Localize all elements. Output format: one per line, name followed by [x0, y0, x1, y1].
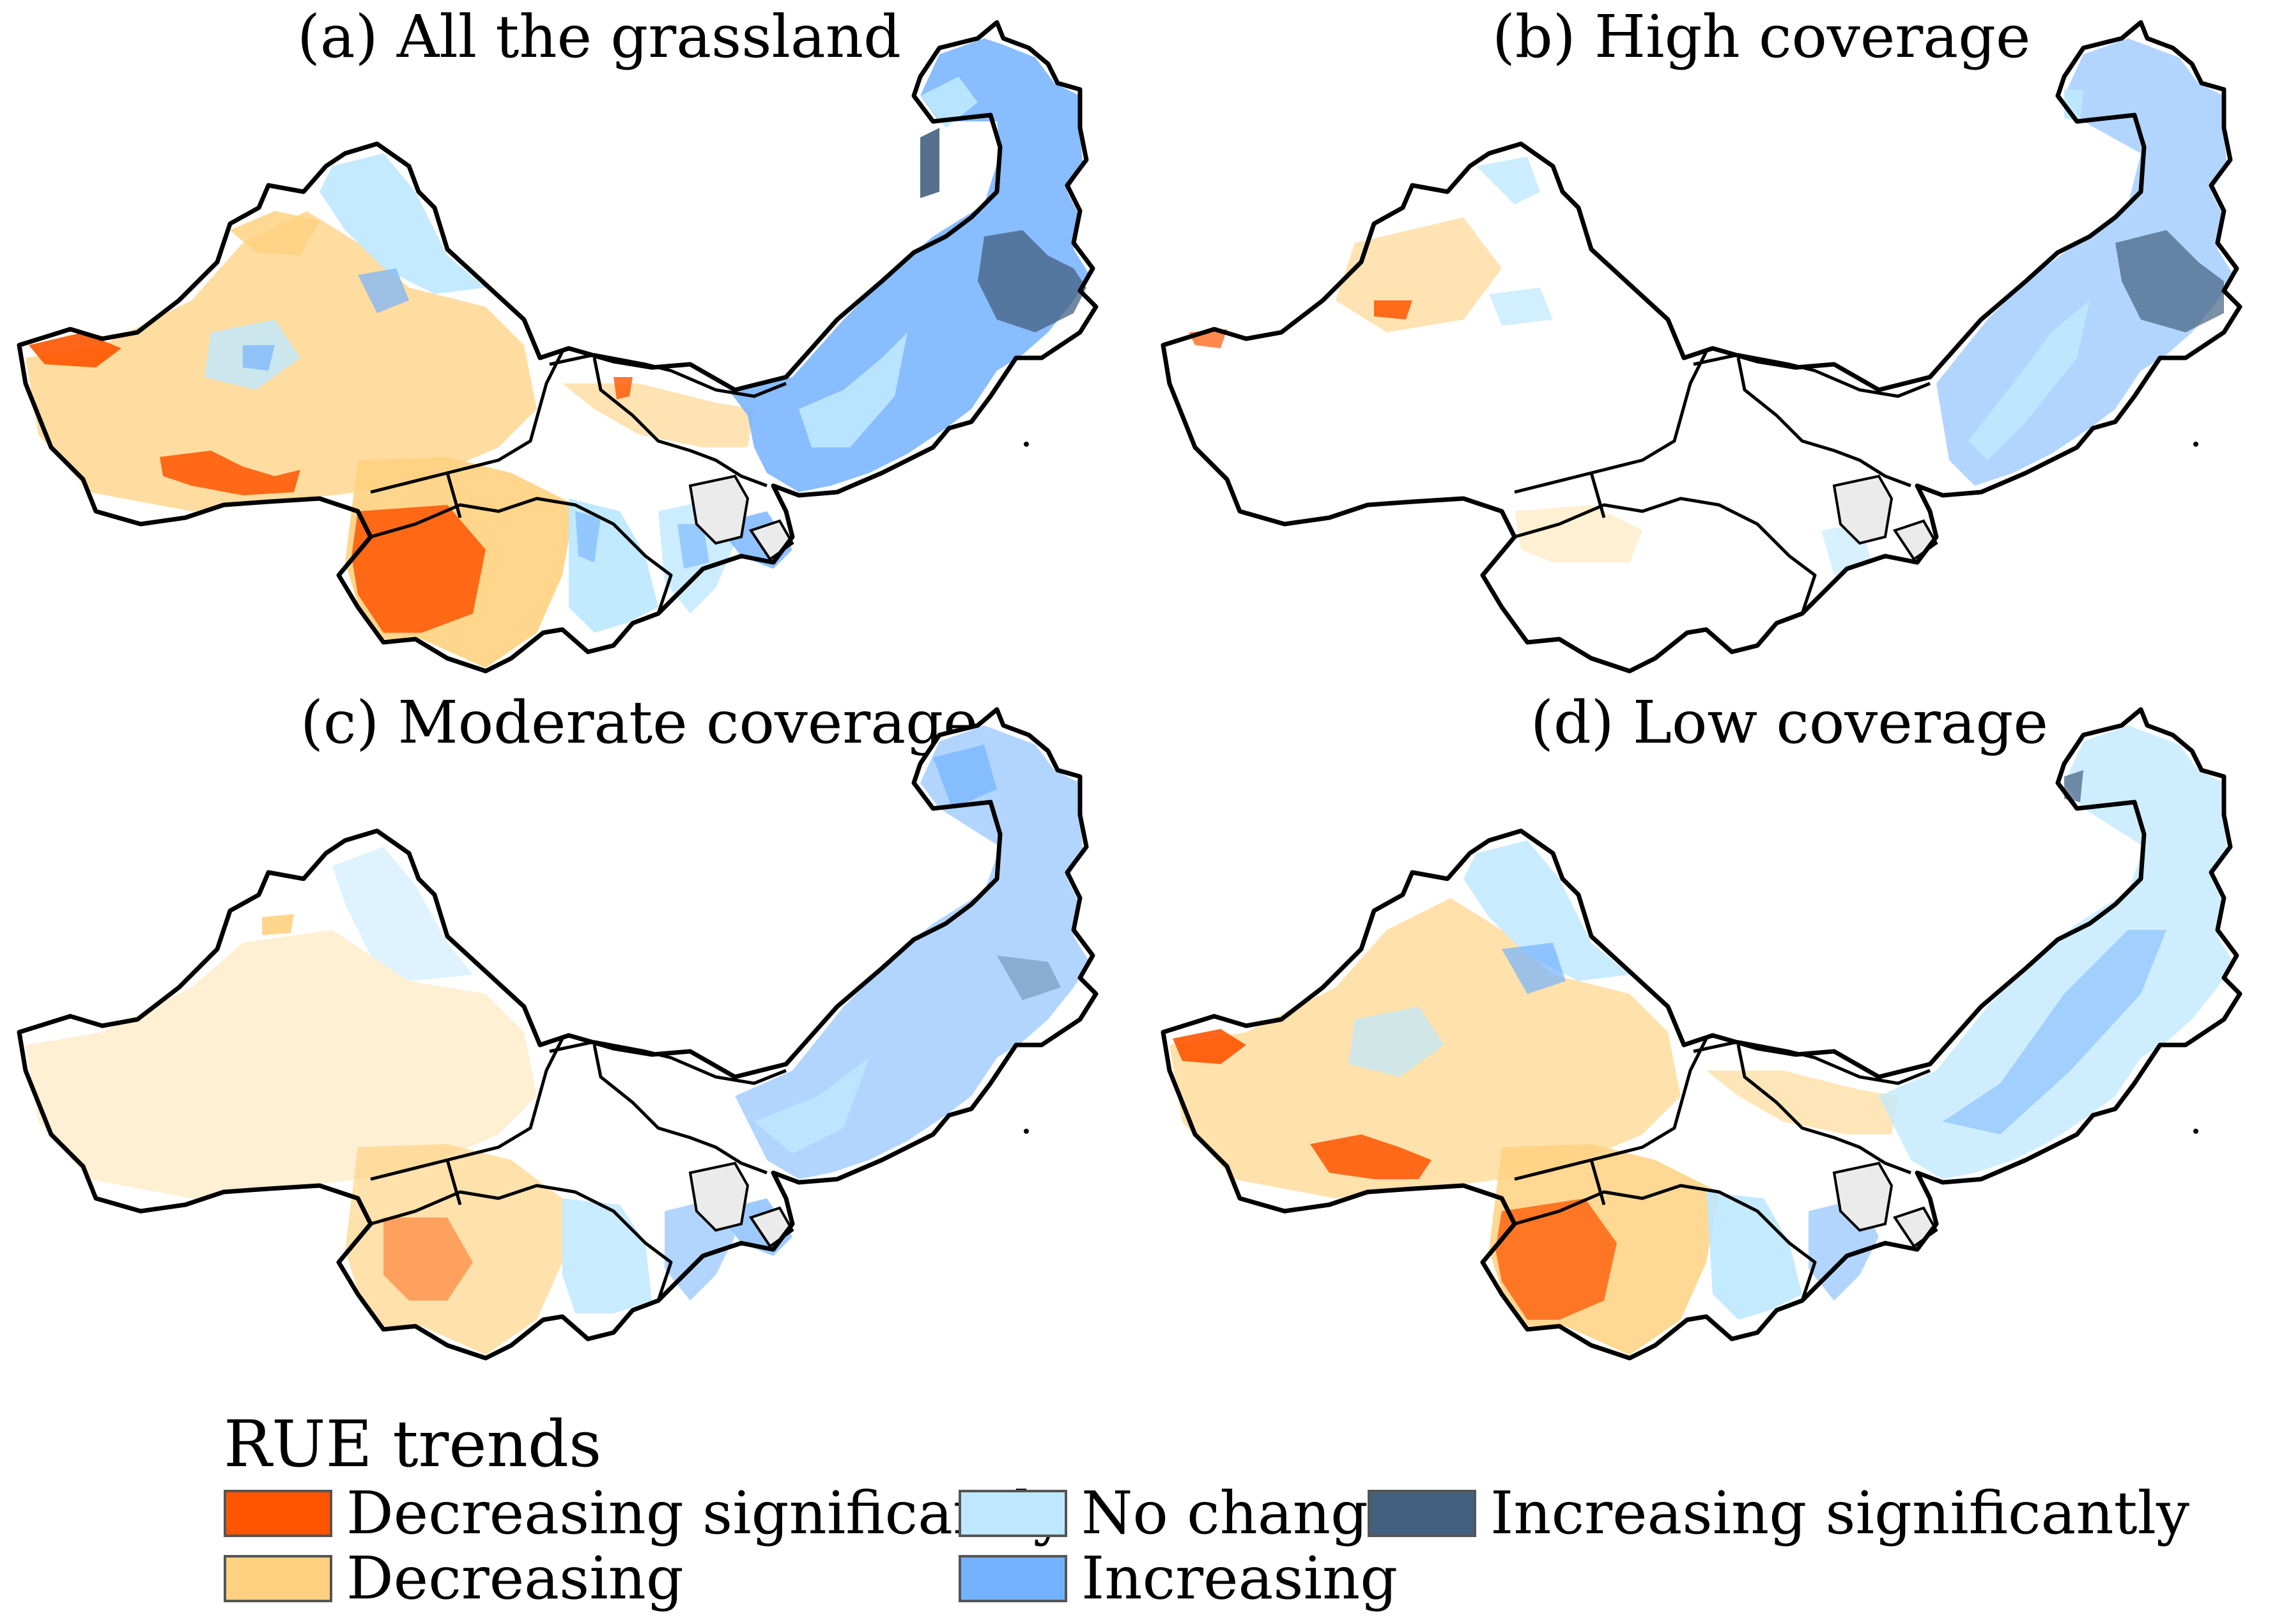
- map-panel-c: [19, 709, 1096, 1358]
- legend-swatch: [224, 1490, 332, 1537]
- legend-swatch: [224, 1555, 332, 1602]
- panel-b-title: (b) High coverage: [1492, 3, 2031, 71]
- legend-swatch: [959, 1555, 1067, 1602]
- map-panel-a: [19, 22, 1096, 671]
- panel-c-title: (c) Moderate coverage: [300, 688, 978, 757]
- legend-item-decreasing-significantly: Decreasing significantly: [224, 1481, 1067, 1545]
- panel-a-title: (a) All the grassland: [297, 3, 901, 71]
- legend-swatch: [1368, 1490, 1476, 1537]
- legend-label: Decreasing: [346, 1544, 684, 1612]
- legend-label: Decreasing significantly: [346, 1479, 1067, 1547]
- legend-item-decreasing: Decreasing: [224, 1547, 684, 1611]
- legend-item-increasing: Increasing: [959, 1547, 1398, 1611]
- map-panel-b: [1163, 22, 2240, 671]
- legend-item-no-change: No change: [959, 1481, 1403, 1545]
- legend-label: No change: [1081, 1479, 1403, 1547]
- legend-label: Increasing significantly: [1490, 1479, 2189, 1547]
- legend-item-increasing-significantly: Increasing significantly: [1368, 1481, 2189, 1545]
- legend-title: RUE trends: [224, 1407, 602, 1481]
- panel-d-title: (d) Low coverage: [1531, 688, 2048, 757]
- map-panel-d: [1163, 709, 2240, 1358]
- legend-swatch: [959, 1490, 1067, 1537]
- legend-label: Increasing: [1081, 1544, 1398, 1612]
